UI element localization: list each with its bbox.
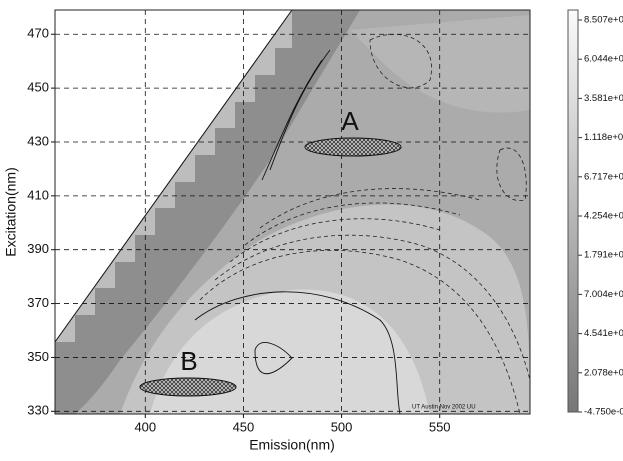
colorbar-tick-label: 1.118e+002 — [584, 132, 623, 143]
region-b — [139, 377, 237, 397]
y-tick-label: 350 — [27, 349, 49, 364]
region-a — [304, 137, 402, 157]
colorbar-tick-label: 2.078e+000 — [584, 367, 623, 378]
colorbar-tick-label: 4.254e+001 — [584, 211, 623, 222]
colorbar-tick-label: 1.791e+001 — [584, 250, 623, 261]
y-axis-label: Excitation(nm) — [3, 167, 19, 256]
colorbar — [567, 9, 579, 413]
y-tick-label: 410 — [27, 187, 49, 202]
x-tick-label: 550 — [429, 419, 451, 434]
plot-frame — [54, 9, 531, 415]
colorbar-tick-label: 3.581e+002 — [584, 93, 623, 104]
colorbar-tick-label: 7.004e+000 — [584, 289, 623, 300]
colorbar-tick-label: 4.541e+000 — [584, 328, 623, 339]
y-tick-label: 370 — [27, 295, 49, 310]
annotation: UT Austin Nov 2002 UU — [412, 405, 476, 411]
x-axis-label: Emission(nm) — [249, 437, 335, 453]
colorbar-tick-label: 8.507e+002 — [584, 15, 623, 26]
y-tick-label: 430 — [27, 133, 49, 148]
y-tick-label: 470 — [27, 26, 49, 41]
x-tick-label: 450 — [233, 419, 255, 434]
annotation: B — [180, 346, 197, 376]
annotation: A — [341, 106, 359, 136]
x-tick-label: 500 — [331, 419, 353, 434]
y-tick-label: 330 — [27, 403, 49, 418]
x-tick-label: 400 — [134, 419, 156, 434]
y-tick-label: 390 — [27, 241, 49, 256]
colorbar-tick-label: 6.044e+002 — [584, 54, 623, 65]
axes: 400 450 500 550 330 350 370 390 410 430 450 470 8.50… — [27, 10, 623, 434]
colorbar-tick-label: 6.717e+001 — [584, 171, 623, 182]
y-tick-label: 450 — [27, 80, 49, 95]
contour-field — [55, 10, 530, 414]
colorbar-tick-label: -4.750e-001 — [584, 407, 623, 418]
